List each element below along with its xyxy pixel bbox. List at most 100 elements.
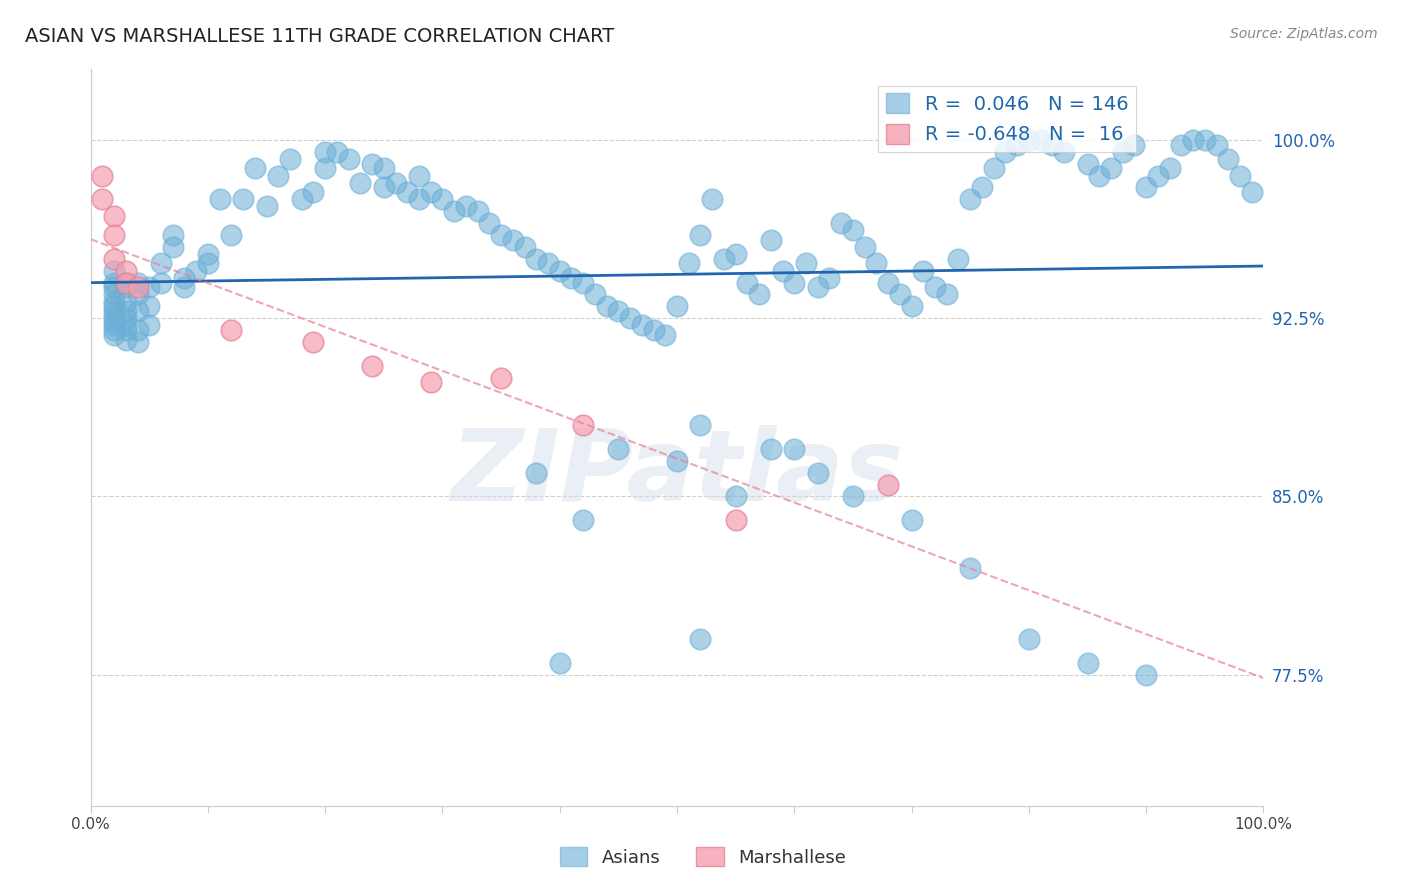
Point <box>1182 133 1205 147</box>
Point <box>772 263 794 277</box>
Point <box>689 227 711 242</box>
Point <box>103 323 125 337</box>
Point <box>186 263 208 277</box>
Point <box>877 276 900 290</box>
Point <box>103 287 125 301</box>
Point <box>1018 632 1040 647</box>
Point <box>138 280 160 294</box>
Point <box>1159 161 1181 176</box>
Point <box>548 656 571 670</box>
Point <box>924 280 946 294</box>
Point <box>830 216 852 230</box>
Point <box>783 276 806 290</box>
Point <box>572 418 595 433</box>
Point <box>127 276 149 290</box>
Point <box>127 287 149 301</box>
Point <box>103 318 125 333</box>
Point <box>1076 656 1098 670</box>
Point <box>713 252 735 266</box>
Point <box>1194 133 1216 147</box>
Point <box>291 192 314 206</box>
Point <box>678 256 700 270</box>
Point <box>408 169 430 183</box>
Point <box>1111 145 1133 159</box>
Point <box>103 327 125 342</box>
Point <box>114 333 136 347</box>
Text: ASIAN VS MARSHALLESE 11TH GRADE CORRELATION CHART: ASIAN VS MARSHALLESE 11TH GRADE CORRELAT… <box>25 27 614 45</box>
Point <box>103 294 125 309</box>
Point <box>794 256 817 270</box>
Point <box>396 185 419 199</box>
Point <box>127 280 149 294</box>
Point <box>595 299 617 313</box>
Point <box>337 152 360 166</box>
Point <box>1218 152 1240 166</box>
Legend: Asians, Marshallese: Asians, Marshallese <box>553 840 853 874</box>
Point <box>724 247 747 261</box>
Point <box>103 304 125 318</box>
Point <box>114 323 136 337</box>
Point <box>162 240 184 254</box>
Point <box>877 477 900 491</box>
Point <box>326 145 349 159</box>
Point <box>467 204 489 219</box>
Point <box>759 233 782 247</box>
Point <box>408 192 430 206</box>
Point <box>361 156 384 170</box>
Point <box>114 263 136 277</box>
Point <box>1205 137 1227 152</box>
Point <box>103 280 125 294</box>
Point <box>1147 169 1170 183</box>
Point <box>373 161 395 176</box>
Point <box>103 276 125 290</box>
Point <box>842 223 865 237</box>
Point <box>302 185 325 199</box>
Point <box>1053 145 1076 159</box>
Point <box>643 323 665 337</box>
Point <box>127 304 149 318</box>
Point <box>478 216 501 230</box>
Point <box>1088 169 1111 183</box>
Text: ZIPatlas: ZIPatlas <box>450 425 904 523</box>
Point <box>173 280 195 294</box>
Point <box>489 227 512 242</box>
Point <box>221 323 243 337</box>
Text: Source: ZipAtlas.com: Source: ZipAtlas.com <box>1230 27 1378 41</box>
Point <box>114 280 136 294</box>
Point <box>127 323 149 337</box>
Point <box>443 204 465 219</box>
Point <box>419 185 441 199</box>
Point <box>737 276 759 290</box>
Point <box>432 192 454 206</box>
Point <box>1029 133 1052 147</box>
Point <box>607 442 630 456</box>
Point <box>103 313 125 327</box>
Point <box>267 169 290 183</box>
Point <box>1099 161 1122 176</box>
Point <box>373 180 395 194</box>
Point <box>900 299 922 313</box>
Point <box>384 176 406 190</box>
Point <box>630 318 652 333</box>
Point <box>256 199 278 213</box>
Point <box>560 270 582 285</box>
Point <box>1123 137 1146 152</box>
Point <box>948 252 970 266</box>
Point <box>689 632 711 647</box>
Point <box>607 304 630 318</box>
Point <box>221 227 243 242</box>
Point <box>103 252 125 266</box>
Point <box>818 270 841 285</box>
Point <box>502 233 524 247</box>
Point <box>583 287 606 301</box>
Point <box>537 256 560 270</box>
Point <box>970 180 993 194</box>
Point <box>572 513 595 527</box>
Point <box>1229 169 1251 183</box>
Point <box>278 152 301 166</box>
Point <box>1005 137 1028 152</box>
Point <box>548 263 571 277</box>
Point <box>114 304 136 318</box>
Point <box>361 359 384 373</box>
Point <box>149 256 172 270</box>
